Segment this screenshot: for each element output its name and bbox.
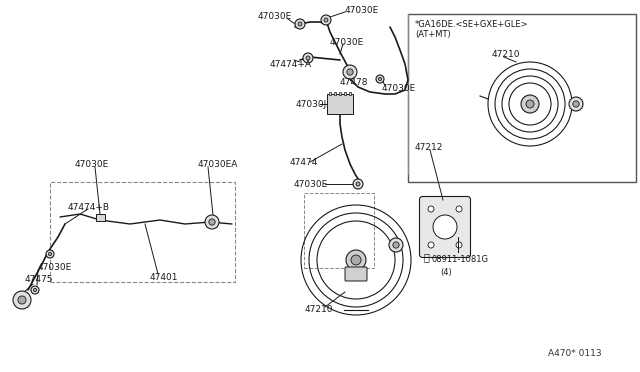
Circle shape (205, 215, 219, 229)
Bar (334, 92, 336, 95)
Circle shape (521, 95, 539, 113)
Text: 47475: 47475 (25, 275, 54, 283)
Circle shape (13, 291, 31, 309)
Circle shape (428, 242, 434, 248)
Circle shape (306, 56, 310, 60)
Circle shape (376, 75, 384, 83)
Text: 08911-1081G: 08911-1081G (432, 256, 489, 264)
Bar (408, 14, 636, 182)
Circle shape (456, 206, 462, 212)
Circle shape (356, 182, 360, 186)
Text: 47030EA: 47030EA (198, 160, 238, 169)
Bar (344, 92, 346, 95)
Circle shape (209, 219, 215, 225)
Text: 47030J: 47030J (296, 99, 327, 109)
Circle shape (298, 22, 302, 26)
Text: 47478: 47478 (340, 77, 369, 87)
Bar (50, 182, 235, 282)
Circle shape (343, 65, 357, 79)
Circle shape (324, 18, 328, 22)
Circle shape (31, 286, 39, 294)
Text: 47212: 47212 (415, 142, 444, 151)
Text: 47401: 47401 (150, 273, 179, 282)
Bar (349, 92, 351, 95)
Circle shape (33, 288, 36, 292)
Text: 47030E: 47030E (382, 83, 416, 93)
Bar (304, 193, 374, 268)
Circle shape (347, 69, 353, 75)
Text: (AT+MT): (AT+MT) (415, 29, 451, 38)
Text: 47474+A: 47474+A (270, 60, 312, 68)
Text: 47030E: 47030E (294, 180, 328, 189)
Text: A470* 0113: A470* 0113 (548, 350, 602, 359)
Circle shape (49, 252, 52, 256)
Circle shape (18, 296, 26, 304)
Bar (329, 92, 331, 95)
Circle shape (353, 179, 363, 189)
Bar (339, 92, 341, 95)
Text: 47474+B: 47474+B (68, 202, 110, 212)
Bar (95, 214, 104, 221)
Text: 47030E: 47030E (38, 263, 72, 272)
Circle shape (456, 242, 462, 248)
Circle shape (573, 101, 579, 107)
Text: 47210: 47210 (492, 49, 520, 58)
Circle shape (46, 250, 54, 258)
FancyBboxPatch shape (327, 94, 353, 114)
Text: *GA16DE.<SE+GXE+GLE>: *GA16DE.<SE+GXE+GLE> (415, 19, 529, 29)
Circle shape (295, 19, 305, 29)
Circle shape (428, 206, 434, 212)
Text: 47030E: 47030E (330, 38, 364, 46)
Circle shape (526, 100, 534, 108)
Circle shape (393, 242, 399, 248)
Text: (4): (4) (440, 267, 452, 276)
Text: 47030E: 47030E (75, 160, 109, 169)
Circle shape (303, 53, 313, 63)
Text: Ⓝ: Ⓝ (424, 252, 430, 262)
Circle shape (321, 15, 331, 25)
Text: 47030E: 47030E (345, 6, 380, 15)
Circle shape (569, 97, 583, 111)
Circle shape (433, 215, 457, 239)
Text: 47210: 47210 (305, 305, 333, 314)
Text: 47030E: 47030E (258, 12, 292, 20)
Circle shape (389, 238, 403, 252)
Text: 47474: 47474 (290, 157, 318, 167)
Circle shape (351, 255, 361, 265)
FancyBboxPatch shape (345, 267, 367, 281)
Circle shape (346, 250, 366, 270)
Circle shape (378, 77, 381, 81)
FancyBboxPatch shape (419, 196, 470, 257)
